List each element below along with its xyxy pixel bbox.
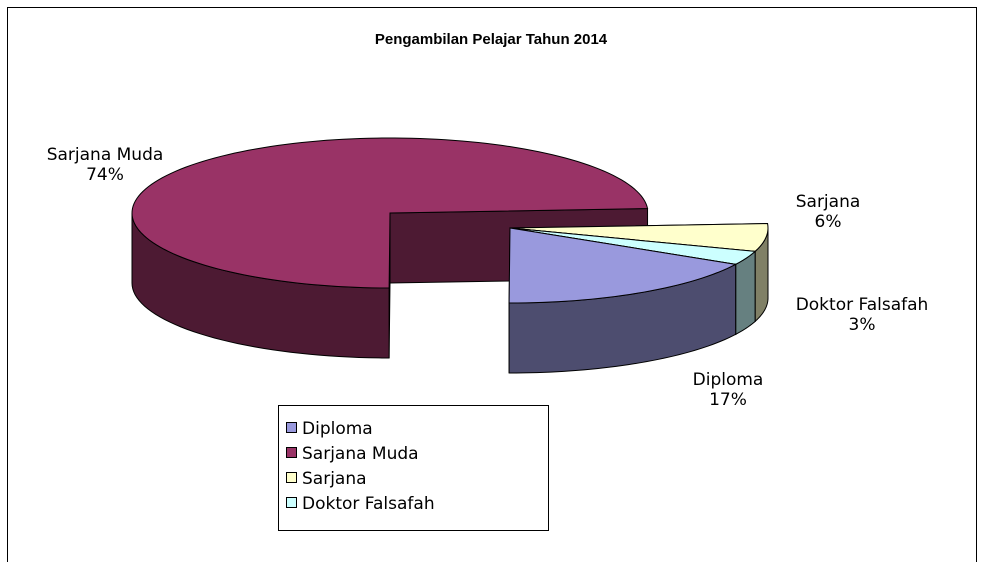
slice-top [509,227,757,265]
data-label-name: Doktor Falsafah [796,295,929,315]
slice-side [735,250,756,336]
chart-title: Pengambilan Pelajar Tahun 2014 [375,31,608,48]
legend-label: Sarjana [302,469,367,489]
data-label-value: 17% [709,390,747,410]
slice-top [131,137,649,289]
legend-label: Doktor Falsafah [302,494,435,514]
legend-swatch [286,422,297,433]
legend-label: Diploma [302,419,373,439]
slice-top [509,223,769,252]
data-label-value: 3% [849,315,876,335]
legend-label: Sarjana Muda [302,444,419,464]
data-label-name: Sarjana [796,192,861,212]
legend-swatch [286,447,297,458]
slice-top [508,227,738,304]
data-label-value: 74% [86,165,124,185]
data-label-value: 6% [815,212,842,232]
legend-swatch [286,472,297,483]
data-label-name: Diploma [693,370,764,390]
legend-box [278,405,549,531]
data-label-name: Sarjana Muda [47,145,164,165]
legend-swatch [286,497,297,508]
